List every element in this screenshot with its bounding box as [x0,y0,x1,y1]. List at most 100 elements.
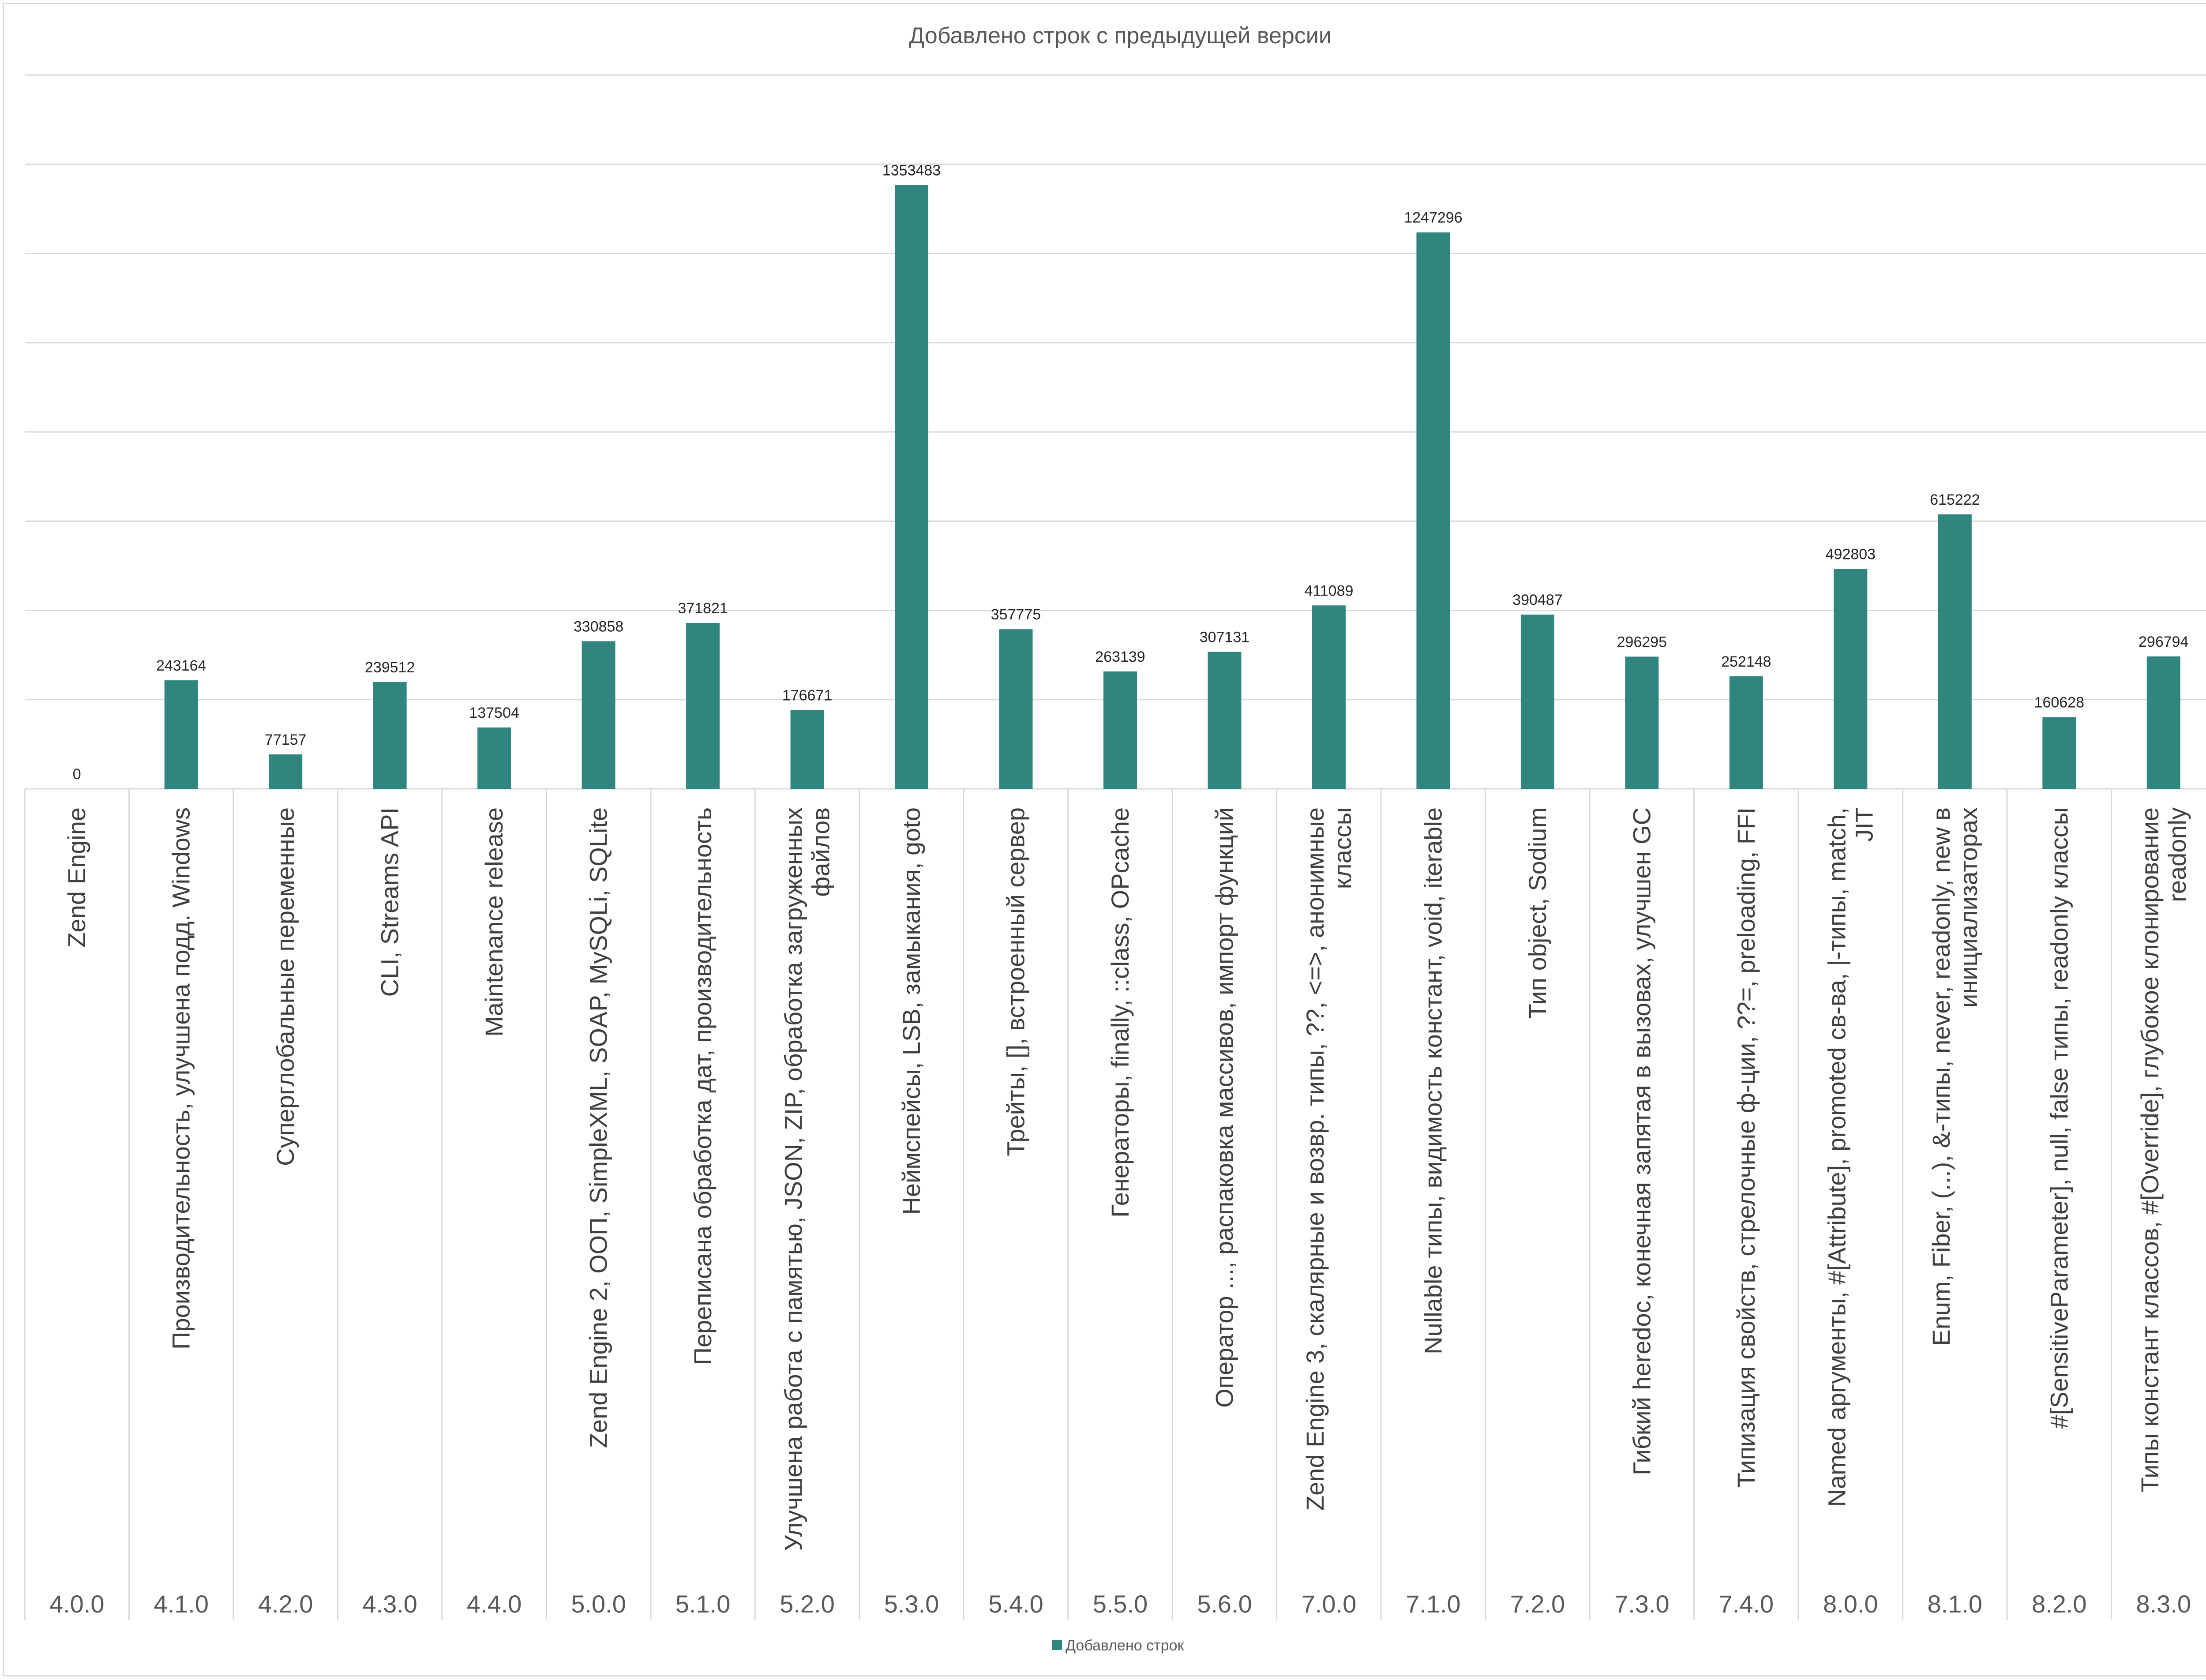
bar [1416,232,1450,789]
data-label: 137504 [469,705,519,721]
bar [1834,569,1868,789]
bar [999,629,1033,789]
category-description-line: Тип object, Sodium [1523,807,1551,1019]
category-table-lines [24,788,2206,1620]
chart-title: Добавлено строк с предыдущей версии [909,23,1332,49]
category-version-label: 7.2.0 [1510,1590,1565,1618]
bar [1520,615,1554,789]
bar [2146,656,2180,789]
category-description-line: Улучшена работа с памятью, JSON, ZIP, об… [780,807,807,1551]
category-version-label: 5.0.0 [571,1590,626,1618]
category-description-line: JIT [1850,807,1878,842]
data-label: 357775 [991,606,1041,623]
category-description-label: Zend Engine 2, ООП, SimpleXML, SOAP, MyS… [585,807,612,1448]
bar [582,641,615,789]
category-version-label: 4.0.0 [49,1590,105,1618]
bar [1208,652,1242,789]
category-description-line: #[SensitiveParameter], null, false типы,… [2045,807,2073,1429]
category-version-label: 4.3.0 [362,1590,417,1618]
data-label: 411089 [1304,582,1353,599]
data-label: 492803 [1826,546,1876,563]
legend-label: Добавлено строк [1065,1637,1184,1654]
category-description-line: инициализаторах [1955,807,1982,1008]
data-label: 330858 [574,618,623,635]
category-version-label: 7.4.0 [1719,1590,1774,1618]
category-version-label: 7.1.0 [1406,1590,1461,1618]
category-version-label: 8.2.0 [2032,1590,2087,1618]
category-version-label: 5.6.0 [1197,1590,1252,1618]
category-description-line: Генераторы, finally, ::class, OPcache [1106,807,1134,1218]
bar [164,680,198,789]
category-version-label: 8.0.0 [1823,1590,1878,1618]
category-version-label: 4.2.0 [258,1590,313,1618]
category-description-label: Оператор ..., распаковка массивов, импор… [1210,807,1238,1408]
data-label: 307131 [1200,629,1249,645]
category-description-line: Производительность, улучшена подд. Windo… [167,807,195,1350]
category-description-line: Типизация свойств, стрелочные ф-ции, ??=… [1732,807,1760,1488]
category-version-label: 8.1.0 [1928,1590,1983,1618]
category-description-line: Оператор ..., распаковка массивов, импор… [1210,807,1238,1408]
category-description-label: Неймспейсы, LSB, замыкания, goto [897,807,925,1215]
category-description-label: #[SensitiveParameter], null, false типы,… [2045,807,2073,1429]
category-description-line: Zend Engine [63,807,90,948]
category-description-line: Enum, Fiber, (...), &-типы, never, reado… [1927,807,1955,1346]
category-description-label: Гибкий heredoc, конечная запятая в вызов… [1628,807,1655,1475]
category-description-line: Named аргументы, #[Attribute], promoted … [1823,807,1850,1507]
category-description-label: Enum, Fiber, (...), &-типы, never, reado… [1927,807,1982,1346]
category-version-label: 4.1.0 [154,1590,209,1618]
bar [269,754,303,789]
gridlines [25,74,2206,701]
bar [373,682,407,789]
category-version-label: 5.2.0 [780,1590,835,1618]
data-label: 263139 [1095,649,1145,665]
data-labels: 0 243164 77157 239512 137504 330858 371821 1766… [73,162,2189,783]
category-description-line: классы [1328,807,1356,889]
bar [790,710,824,789]
bar [1625,656,1659,789]
category-description-label: Named аргументы, #[Attribute], promoted … [1823,807,1878,1507]
category-version-label: 5.3.0 [884,1590,939,1618]
bar [895,185,929,789]
data-label: 371821 [678,600,728,617]
category-version-label: 7.3.0 [1614,1590,1670,1618]
category-description-label: Переписана обработка дат, производительн… [689,807,717,1365]
category-version-label: 5.5.0 [1093,1590,1148,1618]
category-description-line: readonly [2163,807,2191,902]
bar [1729,676,1763,789]
category-description-line: Nullable типы, видимость констант, void,… [1419,807,1447,1354]
category-description-label: Maintenance release [480,807,508,1037]
bar [1103,671,1137,789]
category-description-label: CLI, Streams API [376,807,404,997]
category-description-line: Переписана обработка дат, производительн… [689,807,717,1365]
category-description-line: файлов [807,807,835,897]
category-description-label: Zend Engine 3, скалярные и возвр. типы, … [1301,807,1356,1511]
category-version-label: 8.3.0 [2136,1590,2191,1618]
bar [2042,717,2076,789]
chart-frame [3,3,2206,1676]
category-description-label: Производительность, улучшена подд. Windo… [167,807,195,1350]
bar [1312,605,1346,789]
category-description-label: Zend Engine [63,807,90,948]
category-description-label: Генераторы, finally, ::class, OPcache [1106,807,1134,1218]
legend-swatch [1052,1640,1062,1650]
data-label: 160628 [2034,694,2084,711]
category-description-line: Zend Engine 2, ООП, SimpleXML, SOAP, MyS… [585,807,612,1448]
category-description-labels: Zend Engine Производительность, улучшена … [63,807,2191,1551]
category-description-label: Тип object, Sodium [1523,807,1551,1019]
category-version-labels: 4.0.0 4.1.0 4.2.0 4.3.0 4.4.0 5.0.0 5.1.0 5.2.0… [49,1590,2191,1618]
data-label: 390487 [1512,592,1562,608]
category-description-label: Nullable типы, видимость констант, void,… [1419,807,1447,1354]
category-version-label: 4.4.0 [467,1590,522,1618]
category-version-label: 5.4.0 [988,1590,1043,1618]
category-description-label: Суперглобальные переменные [271,807,299,1166]
category-description-label: Трейты, [], встроенный сервер [1002,807,1030,1156]
bar [477,727,511,789]
data-label: 239512 [365,659,415,676]
category-description-line: Гибкий heredoc, конечная запятая в вызов… [1628,807,1655,1475]
category-description-line: Типы констант классов, #[Override], глуб… [2136,807,2164,1492]
bar [1938,514,1972,789]
data-label: 296295 [1617,634,1667,650]
data-label: 1247296 [1404,210,1462,226]
data-label: 1353483 [882,162,941,179]
